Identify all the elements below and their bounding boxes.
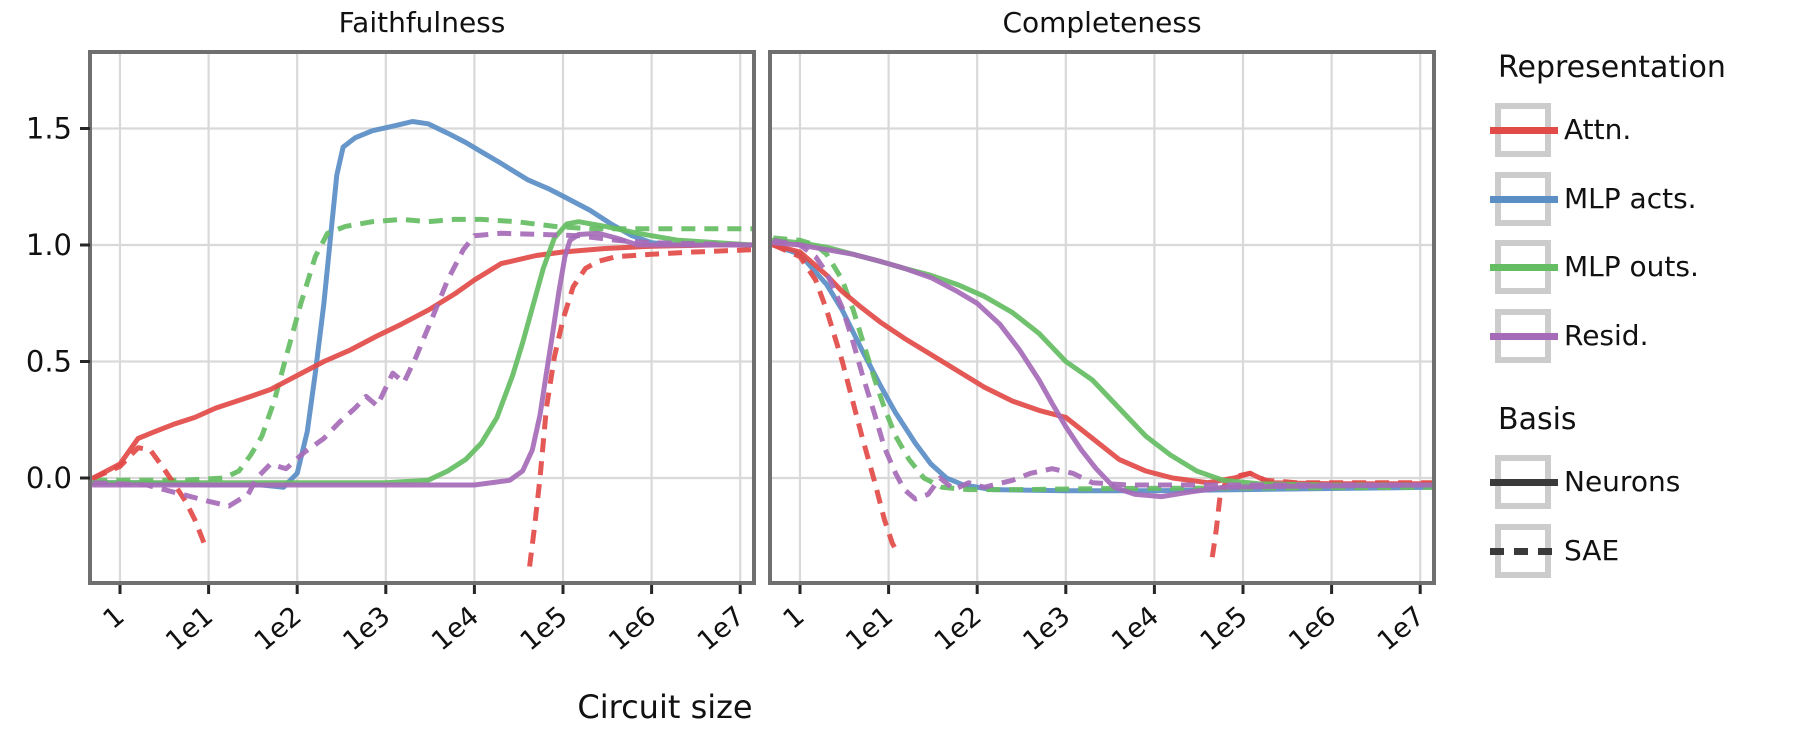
legend-item-label: Attn. <box>1564 113 1632 146</box>
series-attn-sae <box>772 242 901 557</box>
legend-item-label: Resid. <box>1564 318 1649 352</box>
series-mlp_acts-neurons <box>770 242 1436 494</box>
plot-border <box>88 50 756 585</box>
x-tick-label: 1 <box>97 601 130 636</box>
plot-panel-faithfulness: 1 1e1 1e2 1e3 1e4 1e5 1e6 1e7 0.0 0.5 1.0 1.5 <box>26 50 756 657</box>
y-tick-label: 0.0 <box>26 461 72 495</box>
panel-title-faithfulness: Faithfulness <box>338 6 506 39</box>
series-mlp_outs-sae <box>93 216 754 483</box>
solid-line-icon <box>1490 479 1558 486</box>
chart-canvas: 1 1e1 1e2 1e3 1e4 1e5 1e6 1e7 0.0 0.5 1.0 1.5 <box>26 50 756 657</box>
legend-item-label: SAE <box>1564 533 1620 567</box>
chart-canvas: 1 1e1 1e2 1e3 1e4 1e5 1e6 1e7 <box>768 50 1436 657</box>
x-tick-label: 1e3 <box>337 601 396 658</box>
legend-item-label: Neurons <box>1564 465 1681 498</box>
legend-item-mlp-outs: MLP outs. <box>1490 239 1780 295</box>
x-tick-label: 1e1 <box>160 601 219 658</box>
series-attn-neurons <box>770 242 1436 487</box>
x-axis-label: Circuit size <box>577 688 753 726</box>
x-tick-label: 1e2 <box>249 601 308 658</box>
x-tick-label: 1e6 <box>603 601 662 658</box>
legend-key-icon <box>1490 523 1558 579</box>
solid-line-icon <box>1490 127 1558 134</box>
legend-item-sae: SAE <box>1490 523 1780 579</box>
x-tick-label: 1e4 <box>1106 601 1165 658</box>
x-tick-label: 1e6 <box>1283 601 1342 658</box>
x-tick-label: 1e5 <box>515 601 574 658</box>
x-tick-label: 1e5 <box>1195 601 1254 658</box>
legend-key-icon <box>1490 454 1558 510</box>
series-resid-sae <box>93 230 754 509</box>
legend-item-mlp-acts: MLP acts. <box>1490 171 1780 227</box>
x-tick-label: 1 <box>777 601 810 636</box>
legend-item-resid: Resid. <box>1490 308 1780 364</box>
series-mlp_acts-neurons <box>90 119 756 490</box>
solid-line-icon <box>1490 332 1558 340</box>
series-attn-sae <box>527 247 754 567</box>
legend-key-icon <box>1490 239 1558 295</box>
y-tick-label: 1.5 <box>26 112 72 146</box>
series-resid-neurons <box>90 230 756 488</box>
x-tick-label: 1e7 <box>1372 601 1431 658</box>
series-resid-sae <box>772 237 1434 502</box>
x-tick-label: 1e4 <box>426 601 485 658</box>
panel-title-completeness: Completeness <box>1002 6 1202 39</box>
series-attn-sae <box>92 445 209 552</box>
solid-line-icon <box>1490 195 1558 203</box>
plot-panel-completeness: 1 1e1 1e2 1e3 1e4 1e5 1e6 1e7 <box>768 50 1436 657</box>
legend-item-label: MLP acts. <box>1564 181 1697 215</box>
series-mlp_outs-neurons <box>90 219 756 486</box>
x-tick-label: 1e3 <box>1017 601 1076 658</box>
legend-item-attn: Attn. <box>1490 102 1780 158</box>
legend-key-icon <box>1490 308 1558 364</box>
legend-key-icon <box>1490 102 1558 158</box>
legend-title-representation: Representation <box>1498 50 1726 85</box>
legend-item-label: MLP outs. <box>1564 250 1699 283</box>
series-resid-neurons <box>770 240 1436 500</box>
solid-line-icon <box>1490 264 1558 271</box>
x-tick-label: 1e7 <box>692 601 751 658</box>
series-attn-neurons <box>90 242 756 481</box>
x-tick-label: 1e1 <box>840 601 899 658</box>
series-mlp_outs-sae <box>773 235 1434 493</box>
legend-item-neurons: Neurons <box>1490 454 1780 510</box>
legend-title-basis: Basis <box>1498 402 1577 437</box>
plot-border <box>768 50 1436 585</box>
y-tick-label: 1.0 <box>26 228 72 262</box>
legend-key-icon <box>1490 171 1558 227</box>
dashed-line-icon <box>1490 547 1558 555</box>
x-tick-label: 1e2 <box>929 601 988 658</box>
y-tick-label: 0.5 <box>26 345 72 379</box>
